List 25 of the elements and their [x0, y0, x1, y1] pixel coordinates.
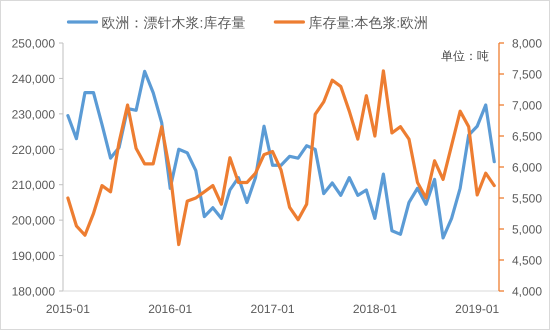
legend-label: 库存量:本色浆:欧洲 — [308, 14, 428, 30]
y2-tick-label: 6,500 — [512, 130, 542, 144]
y2-tick-label: 8,000 — [512, 36, 542, 50]
y-tick-label: 180,000 — [12, 284, 56, 298]
legend-label: 欧洲：漂针木浆:库存量 — [102, 14, 246, 30]
y-tick-label: 190,000 — [12, 249, 56, 264]
y-tick-label: 240,000 — [12, 72, 56, 86]
y-tick-label: 200,000 — [12, 214, 56, 228]
y2-tick-label: 4,000 — [512, 284, 542, 298]
annotation: 单位：吨 — [441, 49, 489, 63]
y2-tick-label: 6,000 — [512, 160, 542, 174]
x-tick-label: 2015-01 — [46, 302, 90, 316]
y-tick-label: 250,000 — [12, 36, 56, 50]
x-tick-label: 2019-01 — [455, 302, 500, 316]
x-tick-label: 2017-01 — [250, 302, 295, 316]
y-tick-label: 210,000 — [12, 178, 56, 192]
y2-tick-label: 4,500 — [512, 254, 542, 268]
y2-tick-label: 5,500 — [512, 192, 542, 206]
y2-tick-label: 7,500 — [512, 68, 542, 82]
y2-tick-label: 5,000 — [512, 222, 542, 236]
y-tick-label: 230,000 — [12, 107, 56, 122]
x-tick-label: 2016-01 — [148, 302, 193, 316]
y2-tick-label: 7,000 — [512, 98, 542, 112]
y-tick-label: 220,000 — [12, 142, 56, 157]
x-tick-label: 2018-01 — [352, 302, 398, 316]
